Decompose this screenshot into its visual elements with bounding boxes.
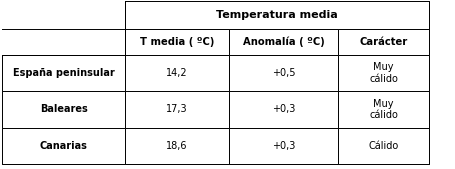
Text: 14,2: 14,2 — [166, 68, 188, 78]
Bar — [2, 55, 125, 91]
Bar — [338, 29, 429, 55]
Bar — [338, 128, 429, 164]
Bar — [2, 128, 125, 164]
Text: +0,5: +0,5 — [272, 68, 295, 78]
Bar — [2, 1, 125, 29]
Text: Muy
cálido: Muy cálido — [369, 62, 398, 84]
Bar — [125, 91, 229, 128]
Text: Baleares: Baleares — [40, 104, 87, 114]
Bar — [229, 29, 338, 55]
Bar — [338, 55, 429, 91]
Bar — [125, 29, 229, 55]
Text: 18,6: 18,6 — [166, 141, 188, 151]
Text: Canarias: Canarias — [40, 141, 88, 151]
Bar — [125, 55, 229, 91]
Bar — [338, 91, 429, 128]
Bar — [229, 128, 338, 164]
Bar — [2, 91, 125, 128]
Text: +0,3: +0,3 — [272, 104, 295, 114]
Text: Temperatura media: Temperatura media — [216, 10, 338, 20]
Text: T media ( ºC): T media ( ºC) — [140, 37, 214, 47]
Text: Cálido: Cálido — [369, 141, 399, 151]
Bar — [125, 1, 429, 29]
Text: 17,3: 17,3 — [166, 104, 188, 114]
Bar — [2, 29, 125, 55]
Text: Carácter: Carácter — [359, 37, 408, 47]
Text: +0,3: +0,3 — [272, 141, 295, 151]
Text: Muy
cálido: Muy cálido — [369, 99, 398, 120]
Text: Anomalía ( ºC): Anomalía ( ºC) — [243, 37, 324, 47]
Bar — [229, 91, 338, 128]
Bar — [125, 128, 229, 164]
Text: España peninsular: España peninsular — [13, 68, 115, 78]
Bar — [229, 55, 338, 91]
